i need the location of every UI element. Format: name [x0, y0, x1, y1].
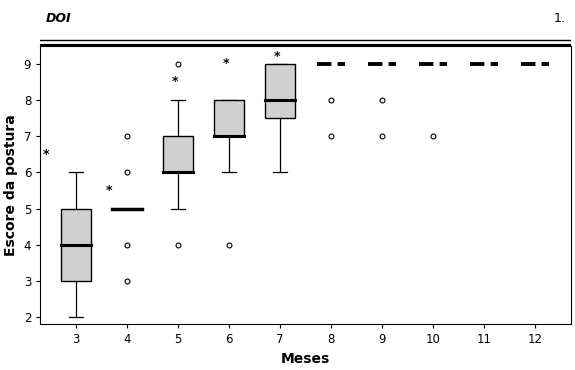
- Bar: [214, 100, 244, 136]
- Text: DOI: DOI: [45, 12, 71, 25]
- Y-axis label: Escore da postura: Escore da postura: [4, 114, 18, 256]
- Text: *: *: [274, 50, 281, 63]
- Text: *: *: [223, 57, 230, 70]
- Text: *: *: [106, 184, 112, 197]
- Bar: [264, 64, 296, 118]
- Text: 1.: 1.: [554, 12, 566, 25]
- Text: *: *: [172, 75, 179, 88]
- Bar: [163, 136, 193, 172]
- Text: *: *: [43, 148, 49, 161]
- X-axis label: Meses: Meses: [281, 352, 330, 366]
- Bar: [60, 209, 91, 281]
